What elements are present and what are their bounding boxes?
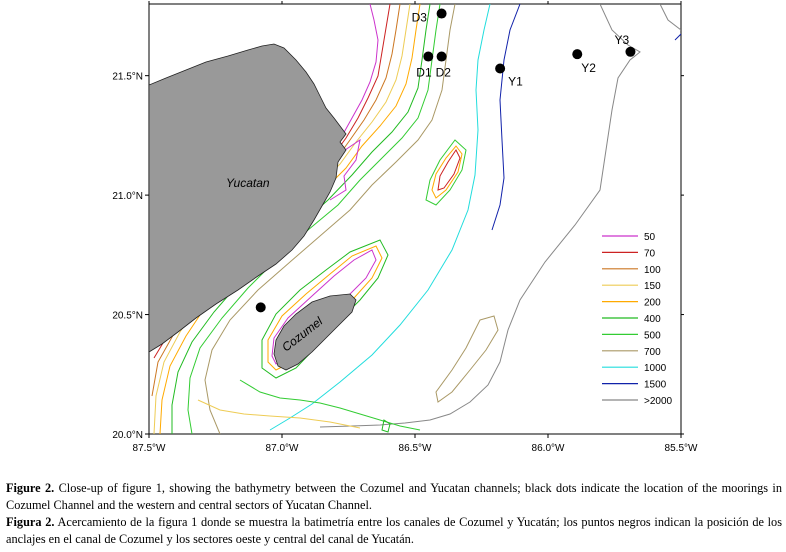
contour-1500: [491, 4, 521, 231]
caption-es-text: Acercamiento de la figura 1 donde se mue…: [6, 515, 782, 546]
station-dot: [436, 51, 447, 62]
legend-label: 500: [644, 330, 661, 341]
station-dot: [572, 49, 583, 60]
contour-1000: [269, 4, 491, 431]
bank-contour-mid: [431, 145, 463, 199]
station-dot: [436, 8, 447, 19]
x-tick-label: 85.5°W: [665, 443, 698, 454]
station-dot: [495, 63, 506, 74]
bank-contour-inner: [437, 149, 461, 191]
contour-2000-east-b: [659, 4, 681, 31]
axis-tick-marks: [145, 1, 684, 438]
y-tick-label: 20.5°N: [112, 311, 143, 322]
legend-label: 700: [644, 347, 661, 358]
bathymetry-map: 87.5°W 87.0°W 86.5°W 86.0°W 85.5°W 21.5°N 21.0…: [112, 1, 698, 454]
y-tick-label: 20.0°N: [112, 430, 143, 441]
contour-2000-east: [319, 4, 641, 428]
station-label: D1: [416, 66, 432, 80]
station-dot: [625, 46, 636, 57]
station-label: Y2: [581, 61, 596, 75]
south-ridge: [435, 315, 499, 403]
bank-contour-outer: [425, 139, 467, 206]
station-dot: [255, 302, 266, 313]
cozumel-island: [273, 293, 357, 371]
south-contour-a: [239, 379, 421, 431]
station-label: D3: [412, 11, 428, 25]
station-dot: [423, 51, 434, 62]
yucatan-land: [149, 43, 347, 353]
caption-english: Figure 2. Close-up of figure 1, showing …: [6, 480, 782, 514]
caption-en-label: Figure 2.: [6, 481, 55, 495]
x-tick-label: 87.0°W: [266, 443, 299, 454]
depth-legend: 50 70 100 150 200 400 500 700 1000 1500 >2000: [602, 232, 673, 407]
axis-tick-labels: 87.5°W 87.0°W 86.5°W 86.0°W 85.5°W 21.5°N 21.0…: [112, 72, 698, 454]
contour-1500-b: [674, 33, 681, 41]
contour-500: [187, 4, 441, 434]
station-label: D2: [436, 66, 452, 80]
cozumel-contour-mid: [267, 245, 383, 371]
legend-label: 1500: [644, 380, 667, 391]
legend-label: >2000: [644, 396, 673, 407]
x-tick-label: 86.5°W: [399, 443, 432, 454]
contour-700: [204, 4, 456, 434]
caption-es-label: Figura 2.: [6, 515, 55, 529]
legend-label: 70: [644, 248, 656, 259]
legend-label: 50: [644, 232, 656, 243]
y-tick-label: 21.5°N: [112, 72, 143, 83]
y-tick-label: 21.0°N: [112, 191, 143, 202]
legend-label: 1000: [644, 363, 667, 374]
cozumel-contour-outer: [261, 239, 389, 379]
south-contour-b: [197, 399, 361, 429]
mooring-stations: D3 D1 D2 Y1 Y2 Y3: [255, 8, 636, 313]
station-label: Y3: [614, 33, 629, 47]
legend-label: 150: [644, 281, 661, 292]
x-tick-label: 86.0°W: [532, 443, 565, 454]
yucatan-label: Yucatan: [226, 176, 270, 190]
cozumel-contour-inner: [271, 249, 377, 365]
x-tick-label: 87.5°W: [133, 443, 166, 454]
bathymetry-contours: [149, 4, 681, 434]
south-patch: [381, 419, 391, 433]
legend-label: 400: [644, 314, 661, 325]
caption-en-text: Close-up of figure 1, showing the bathym…: [6, 481, 782, 512]
legend-label: 200: [644, 298, 661, 309]
legend-label: 100: [644, 265, 661, 276]
contour-400: [171, 4, 431, 434]
caption-spanish: Figura 2. Acercamiento de la figura 1 do…: [6, 514, 782, 548]
station-label: Y1: [508, 75, 523, 89]
